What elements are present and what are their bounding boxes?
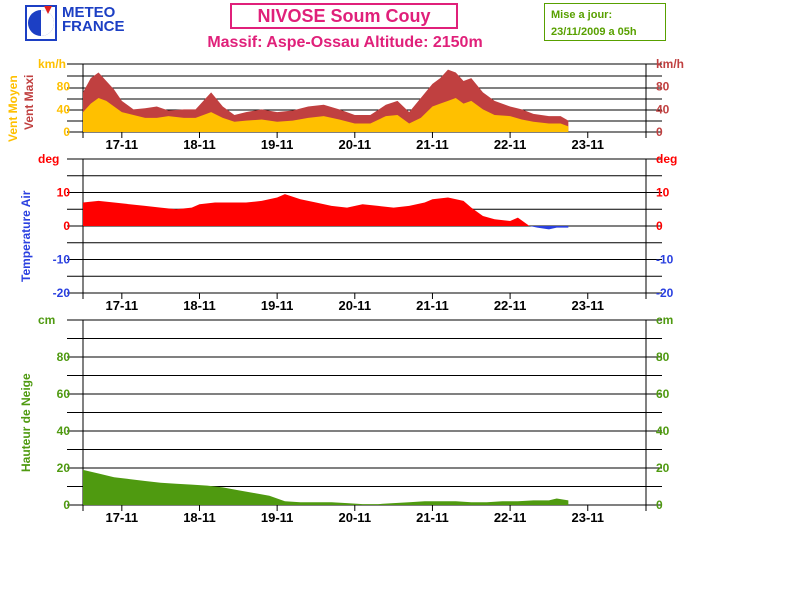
y-tick-label-right: 80 <box>656 80 670 94</box>
x-tick-label: 23-11 <box>571 137 604 152</box>
y-axis-label-wind-max: Vent Maxi <box>22 75 36 130</box>
x-tick-label: 21-11 <box>416 137 449 152</box>
y-tick-label-left: 40 <box>57 424 71 438</box>
y-axis-label-snow: Hauteur de Neige <box>19 373 33 472</box>
unit-label-right: km/h <box>656 57 684 71</box>
y-tick-label-right: 80 <box>656 350 670 364</box>
logo-line-2: FRANCE <box>62 18 125 35</box>
x-tick-label: 18-11 <box>183 137 216 152</box>
meteo-france-logo: METEO FRANCE <box>24 4 134 44</box>
x-tick-label: 22-11 <box>494 510 527 525</box>
series-area-temperature-air <box>83 226 569 230</box>
unit-label-left: km/h <box>38 57 66 71</box>
x-tick-label: 18-11 <box>183 510 216 525</box>
series-area-temperature-air <box>83 194 569 226</box>
x-tick-label: 18-11 <box>183 298 216 313</box>
y-tick-label-left: -20 <box>53 286 71 300</box>
y-tick-label-left: 0 <box>63 125 70 139</box>
x-tick-label: 21-11 <box>416 510 449 525</box>
y-tick-label-right: -10 <box>656 253 674 267</box>
x-tick-label: 21-11 <box>416 298 449 313</box>
y-tick-label-right: 40 <box>656 102 670 116</box>
unit-label-left: deg <box>38 152 59 166</box>
y-axis-label-wind-avg: Vent Moyen <box>6 75 20 142</box>
y-tick-label-right: -20 <box>656 286 674 300</box>
y-tick-label-right: 20 <box>656 461 670 475</box>
unit-label-right: deg <box>656 152 677 166</box>
y-tick-label-left: 40 <box>57 102 71 116</box>
y-tick-label-right: 40 <box>656 424 670 438</box>
update-date: 23/11/2009 a 05h <box>551 26 637 38</box>
x-tick-label: 23-11 <box>571 510 604 525</box>
x-tick-label: 23-11 <box>571 298 604 313</box>
y-tick-label-right: 0 <box>656 219 663 233</box>
y-tick-label-right: 0 <box>656 125 663 139</box>
y-tick-label-left: 10 <box>57 186 71 200</box>
y-tick-label-left: 20 <box>57 461 71 475</box>
x-tick-label: 17-11 <box>106 298 139 313</box>
y-tick-label-right: 10 <box>656 186 670 200</box>
series-area-hauteur-de-neige <box>83 469 569 505</box>
x-tick-label: 22-11 <box>494 298 527 313</box>
x-tick-label: 19-11 <box>261 510 294 525</box>
x-tick-label: 19-11 <box>261 137 294 152</box>
x-tick-label: 20-11 <box>339 298 372 313</box>
y-tick-label-left: 80 <box>57 350 71 364</box>
x-tick-label: 17-11 <box>106 510 139 525</box>
x-tick-label: 20-11 <box>339 510 372 525</box>
series-area-vent-moyen <box>83 98 569 132</box>
y-tick-label-right: 0 <box>656 498 663 512</box>
y-tick-label-left: 0 <box>63 219 70 233</box>
x-tick-label: 22-11 <box>494 137 527 152</box>
x-tick-label: 20-11 <box>339 137 372 152</box>
meteo-france-logo-icon <box>25 5 57 41</box>
unit-label-right: cm <box>656 313 673 327</box>
station-subtitle: Massif: Aspe-Ossau Altitude: 2150m <box>207 34 483 51</box>
station-title: NIVOSE Soum Couy <box>230 3 458 29</box>
y-tick-label-left: 60 <box>57 387 71 401</box>
logo-line-1: METEO <box>62 4 116 21</box>
y-tick-label-left: 80 <box>57 80 71 94</box>
unit-label-left: cm <box>38 313 55 327</box>
y-tick-label-left: 0 <box>63 498 70 512</box>
x-tick-label: 19-11 <box>261 298 294 313</box>
y-tick-label-left: -10 <box>53 253 71 267</box>
x-tick-label: 17-11 <box>106 137 139 152</box>
y-axis-label-temperature: Temperature Air <box>19 190 33 282</box>
update-box: Mise a jour: 23/11/2009 a 05h <box>544 3 666 41</box>
y-tick-label-right: 60 <box>656 387 670 401</box>
update-label: Mise a jour: <box>551 9 613 21</box>
